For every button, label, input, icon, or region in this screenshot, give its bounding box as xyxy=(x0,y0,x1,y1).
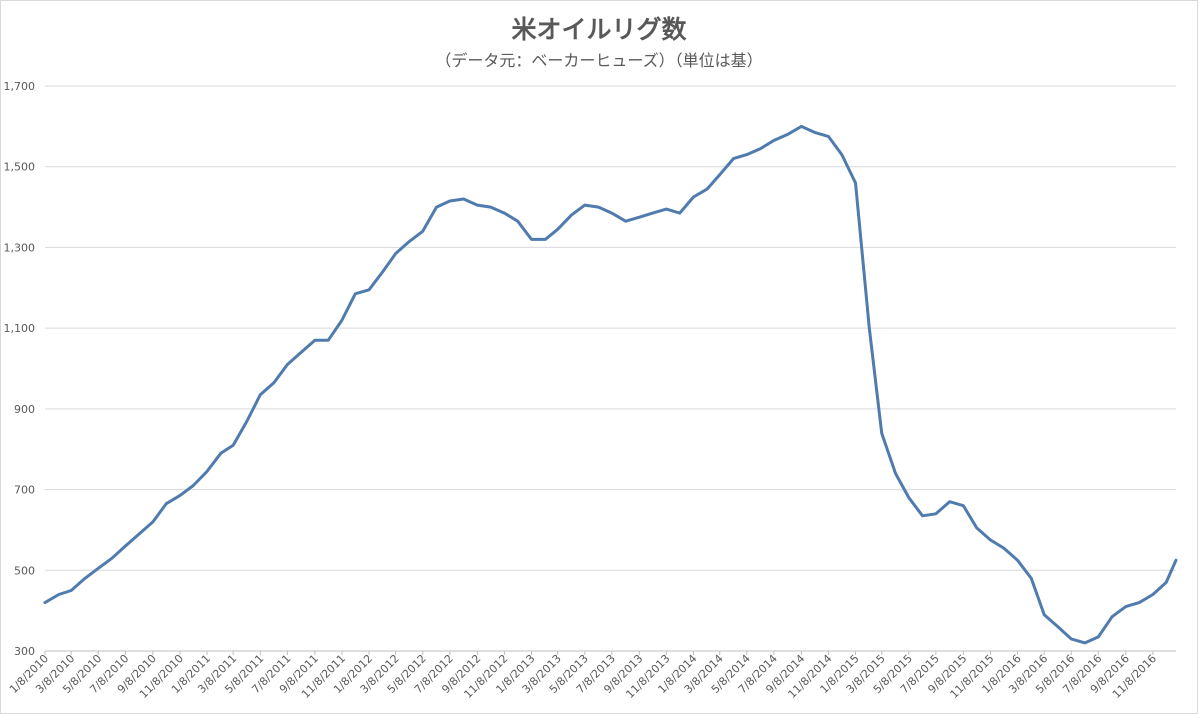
y-tick-label: 500 xyxy=(14,564,35,577)
y-tick-label: 1,100 xyxy=(4,322,36,335)
series-layer xyxy=(43,124,1178,645)
chart-subtitle: （データ元：ベーカーヒューズ）（単位は基） xyxy=(435,51,763,70)
y-tick-label: 1,300 xyxy=(4,241,36,254)
y-tick-label: 900 xyxy=(14,403,35,416)
gridlines xyxy=(45,85,1176,652)
y-tick-label: 1,500 xyxy=(4,161,36,174)
y-tick-label: 700 xyxy=(14,484,35,497)
y-axis: 300 500 700 900 1,100 1,300 1,500 1,700 xyxy=(4,80,36,658)
chart-title: 米オイルリグ数 xyxy=(511,15,687,44)
x-axis: 1/8/20103/8/20105/8/20107/8/20109/8/2010… xyxy=(7,651,1159,701)
y-tick-label: 1,700 xyxy=(4,80,36,93)
y-tick-label: 300 xyxy=(14,645,35,658)
series-line xyxy=(43,124,1178,645)
